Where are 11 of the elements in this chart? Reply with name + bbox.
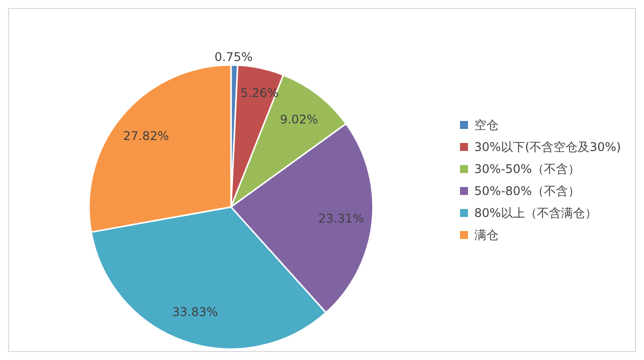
legend-label: 50%-80%（不含） <box>474 183 580 200</box>
legend-label: 空仓 <box>474 117 498 134</box>
data-label: 9.02% <box>280 112 318 127</box>
legend-label: 30%以下(不含空仓及30%) <box>474 139 621 156</box>
data-label: 33.83% <box>172 304 218 319</box>
data-label: 27.82% <box>123 128 169 143</box>
data-label: 0.75% <box>214 50 253 64</box>
legend-label: 80%以上（不含满仓） <box>474 205 597 222</box>
legend-label: 满仓 <box>474 227 498 244</box>
legend-label: 30%-50%（不含） <box>474 161 580 178</box>
data-label: 23.31% <box>318 212 364 226</box>
